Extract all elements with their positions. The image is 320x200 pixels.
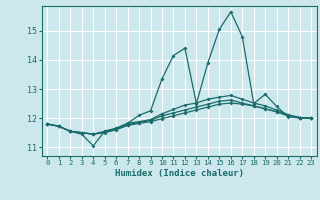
X-axis label: Humidex (Indice chaleur): Humidex (Indice chaleur) bbox=[115, 169, 244, 178]
